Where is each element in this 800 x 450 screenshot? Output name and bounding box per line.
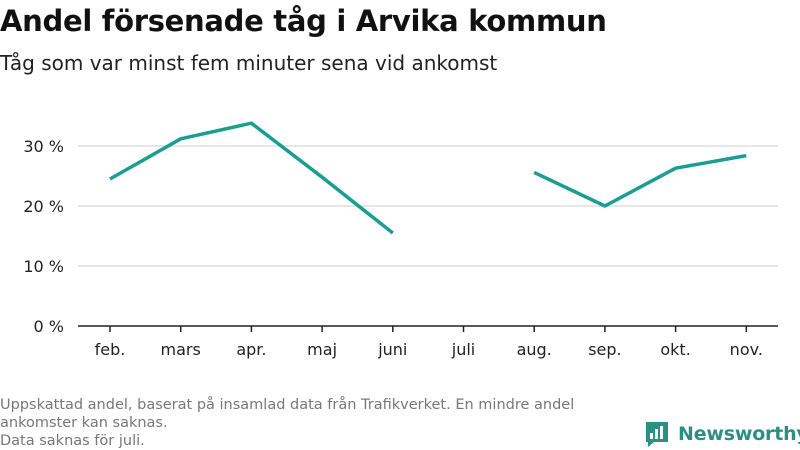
x-tick-label: sep. — [588, 340, 621, 359]
brand-name: Newsworthy — [678, 423, 800, 445]
series-line — [109, 121, 394, 235]
footnote-line-2: Data saknas för juli. — [0, 433, 145, 449]
x-tick-label: apr. — [236, 340, 266, 359]
x-tick-label: feb. — [95, 340, 126, 359]
x-tick-label: juni — [377, 340, 407, 359]
x-tick-label: juli — [451, 340, 475, 359]
x-tick-label: aug. — [517, 340, 552, 359]
line-chart: 0 % 10 % 20 % 30 % feb. mars apr. maj juni juli au… — [23, 121, 778, 359]
x-tick-label: maj — [307, 340, 337, 359]
newsworthy-bar-chart-icon — [646, 422, 668, 447]
footnote: Uppskattad andel, baserat på insamlad da… — [0, 396, 630, 450]
chart-subtitle: Tåg som var minst fem minuter sena vid a… — [0, 51, 498, 75]
y-tick-label: 30 % — [23, 137, 64, 156]
y-tick-label: 20 % — [23, 197, 64, 216]
series-line — [533, 153, 747, 208]
x-tick-label: mars — [161, 340, 201, 359]
x-tick-label: okt. — [660, 340, 690, 359]
y-tick-label: 10 % — [23, 257, 64, 276]
chart-title: Andel försenade tåg i Arvika kommun — [0, 4, 607, 38]
brand-logo: Newsworthy — [644, 420, 800, 448]
x-tick-label: nov. — [730, 340, 763, 359]
y-tick-label: 0 % — [34, 317, 64, 336]
footnote-line-1: Uppskattad andel, baserat på insamlad da… — [0, 397, 575, 431]
